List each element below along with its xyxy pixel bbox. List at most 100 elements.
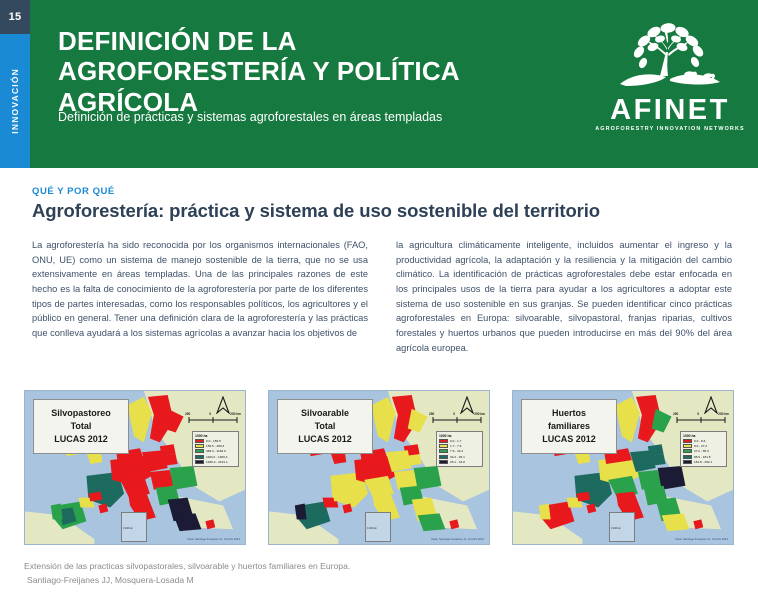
legend-label: 0.0 - 1.7 bbox=[450, 439, 462, 444]
scale-left: 250 bbox=[185, 412, 191, 416]
section-eyebrow: QUÉ Y POR QUÉ bbox=[32, 186, 115, 197]
map-inset-box-1: 0 100 km bbox=[121, 512, 147, 542]
scale-mid: 0 bbox=[209, 412, 212, 416]
legend-swatch bbox=[439, 444, 448, 449]
scale-right: 250 km bbox=[230, 412, 241, 416]
page-side-rail: 15 INNOVACIÓN bbox=[0, 0, 30, 168]
legend-row: 1184.0 - 1469.4 bbox=[195, 454, 236, 459]
figure-caption: Extensión de las practicas silvopastoral… bbox=[24, 560, 724, 588]
legend-swatch bbox=[195, 449, 204, 454]
legend-swatch bbox=[195, 459, 204, 464]
legend-row: 181.8 - 252.1 bbox=[683, 459, 724, 464]
map-inset-box-3: 0 100 km bbox=[609, 512, 635, 542]
legend-swatch bbox=[439, 454, 448, 459]
map-title-box-1: Silvopastoreo Total LUCAS 2012 bbox=[33, 399, 129, 455]
legend-label: 8.6 - 27.2 bbox=[694, 444, 708, 449]
map-panel-silvoarable[interactable]: Silvoarable Total LUCAS 2012 250 0 250 k… bbox=[268, 390, 490, 545]
map-scale-labels-3: 250 0 250 km bbox=[673, 412, 729, 416]
north-arrow-icon bbox=[704, 396, 718, 414]
legend-label: 85.9 - 181.8 bbox=[694, 454, 711, 459]
legend-row: 25.1 - 34.8 bbox=[439, 459, 480, 464]
map-title-line-3: LUCAS 2012 bbox=[542, 433, 596, 444]
scale-right: 250 km bbox=[474, 412, 485, 416]
afinet-tagline: AGROFORESTRY INNOVATION NETWORKS bbox=[595, 126, 745, 132]
legend-label: 7.9 - 34.2 bbox=[450, 449, 464, 454]
legend-swatch bbox=[683, 439, 692, 444]
scale-bar-2 bbox=[432, 417, 482, 423]
legend-swatch bbox=[683, 449, 692, 454]
map-inset-label: 0 100 km bbox=[367, 527, 377, 530]
north-arrow-icon bbox=[460, 396, 474, 414]
map-panel-silvopastoreo[interactable]: Silvopastoreo Total LUCAS 2012 250 0 250… bbox=[24, 390, 246, 545]
body-paragraph-right: la agricultura climáticamente inteligent… bbox=[396, 240, 732, 353]
legend-row: 0.0 - 8.6 bbox=[683, 439, 724, 444]
map-inset-label: 0 100 km bbox=[123, 527, 133, 530]
map-figure-group: Silvopastoreo Total LUCAS 2012 250 0 250… bbox=[24, 390, 734, 545]
map-inset-box-2: 0 100 km bbox=[365, 512, 391, 542]
legend-label: 0.0 - 8.6 bbox=[694, 439, 706, 444]
scale-bar-1 bbox=[188, 417, 238, 423]
legend-title-1: 1000 ha bbox=[195, 434, 208, 438]
map-legend-1: 1000 ha 0.0 - 159.5 159.5 - 469.3 469.3 … bbox=[192, 431, 239, 468]
legend-label: 34.2 - 25.1 bbox=[450, 454, 465, 459]
legend-title-2: 1000 ha bbox=[439, 434, 452, 438]
afinet-logo: AFINET AGROFORESTRY INNOVATION NETWORKS bbox=[582, 22, 758, 150]
legend-row: 159.5 - 469.3 bbox=[195, 444, 236, 449]
legend-label: 0.0 - 159.5 bbox=[206, 439, 221, 444]
afinet-wordmark: AFINET bbox=[610, 94, 730, 126]
figure-caption-line-1: Extensión de las practicas silvopastoral… bbox=[24, 561, 351, 571]
legend-title-3: 1000 ha bbox=[683, 434, 696, 438]
map-legend-3: 1000 ha 0.0 - 8.6 8.6 - 27.2 27.2 - 85.9… bbox=[680, 431, 727, 468]
map-scale-labels-2: 250 0 250 km bbox=[429, 412, 485, 416]
map-title-line-2: Total bbox=[314, 420, 336, 431]
legend-swatch bbox=[195, 439, 204, 444]
legend-swatch bbox=[683, 454, 692, 459]
scale-mid: 0 bbox=[453, 412, 456, 416]
body-column-left: La agroforestería ha sido reconocida por… bbox=[32, 238, 368, 341]
figure-caption-line-2: Santiago-Freijanes JJ, Mosquera-Losada M bbox=[27, 574, 194, 585]
body-columns: La agroforestería ha sido reconocida por… bbox=[32, 238, 732, 378]
map-title-line-3: LUCAS 2012 bbox=[54, 433, 108, 444]
legend-swatch bbox=[683, 444, 692, 449]
section-tab-innovacion[interactable]: INNOVACIÓN bbox=[0, 34, 30, 168]
legend-label: 25.1 - 34.8 bbox=[450, 459, 465, 464]
map-title-line-1: Silvopastoreo bbox=[51, 408, 111, 418]
legend-label: 159.5 - 469.3 bbox=[206, 444, 225, 449]
section-tab-label: INNOVACIÓN bbox=[10, 68, 20, 134]
map-panel-huertos-familiares[interactable]: Huertos familiares LUCAS 2012 250 0 250 … bbox=[512, 390, 734, 545]
legend-row: 1.7 - 7.9 bbox=[439, 444, 480, 449]
legend-swatch bbox=[195, 454, 204, 459]
scale-left: 250 bbox=[673, 412, 679, 416]
map-legend-2: 1000 ha 0.0 - 1.7 1.7 - 7.9 7.9 - 34.2 3… bbox=[436, 431, 483, 468]
legend-row: 0.0 - 159.5 bbox=[195, 439, 236, 444]
legend-swatch bbox=[683, 459, 692, 464]
legend-row: 85.9 - 181.8 bbox=[683, 454, 724, 459]
scale-left: 250 bbox=[429, 412, 435, 416]
page-subtitle: Definición de prácticas y sistemas agrof… bbox=[58, 110, 443, 124]
legend-row: 8.6 - 27.2 bbox=[683, 444, 724, 449]
legend-label: 1469.4 - 2191.1 bbox=[206, 459, 228, 464]
map-title-line-1: Huertos bbox=[551, 408, 586, 418]
scale-bar-3 bbox=[676, 417, 726, 423]
legend-row: 1469.4 - 2191.1 bbox=[195, 459, 236, 464]
legend-swatch bbox=[439, 439, 448, 444]
body-column-right: la agricultura climáticamente inteligent… bbox=[396, 238, 732, 356]
legend-label: 27.2 - 85.9 bbox=[694, 449, 709, 454]
map-scale-labels-1: 250 0 250 km bbox=[185, 412, 241, 416]
page-header: DEFINICIÓN DE LA AGROFORESTERÍA Y POLÍTI… bbox=[30, 0, 758, 168]
legend-row: 7.9 - 34.2 bbox=[439, 449, 480, 454]
map-inset-label: 0 100 km bbox=[611, 527, 621, 530]
legend-label: 1.7 - 7.9 bbox=[450, 444, 462, 449]
legend-swatch bbox=[439, 449, 448, 454]
tree-logo-icon bbox=[620, 23, 720, 86]
north-arrow-icon bbox=[216, 396, 230, 414]
legend-row: 34.2 - 25.1 bbox=[439, 454, 480, 459]
map-source-text-1: Data: Santiago-Freijanes JJ, LUCAS 2012 bbox=[187, 538, 240, 541]
map-title-line-2: Total bbox=[70, 420, 92, 431]
legend-row: 27.2 - 85.9 bbox=[683, 449, 724, 454]
legend-label: 469.3 - 1184.0 bbox=[206, 449, 226, 454]
scale-right: 250 km bbox=[718, 412, 729, 416]
legend-row: 469.3 - 1184.0 bbox=[195, 449, 236, 454]
map-title-box-2: Silvoarable Total LUCAS 2012 bbox=[277, 399, 373, 455]
map-title-box-3: Huertos familiares LUCAS 2012 bbox=[521, 399, 617, 455]
